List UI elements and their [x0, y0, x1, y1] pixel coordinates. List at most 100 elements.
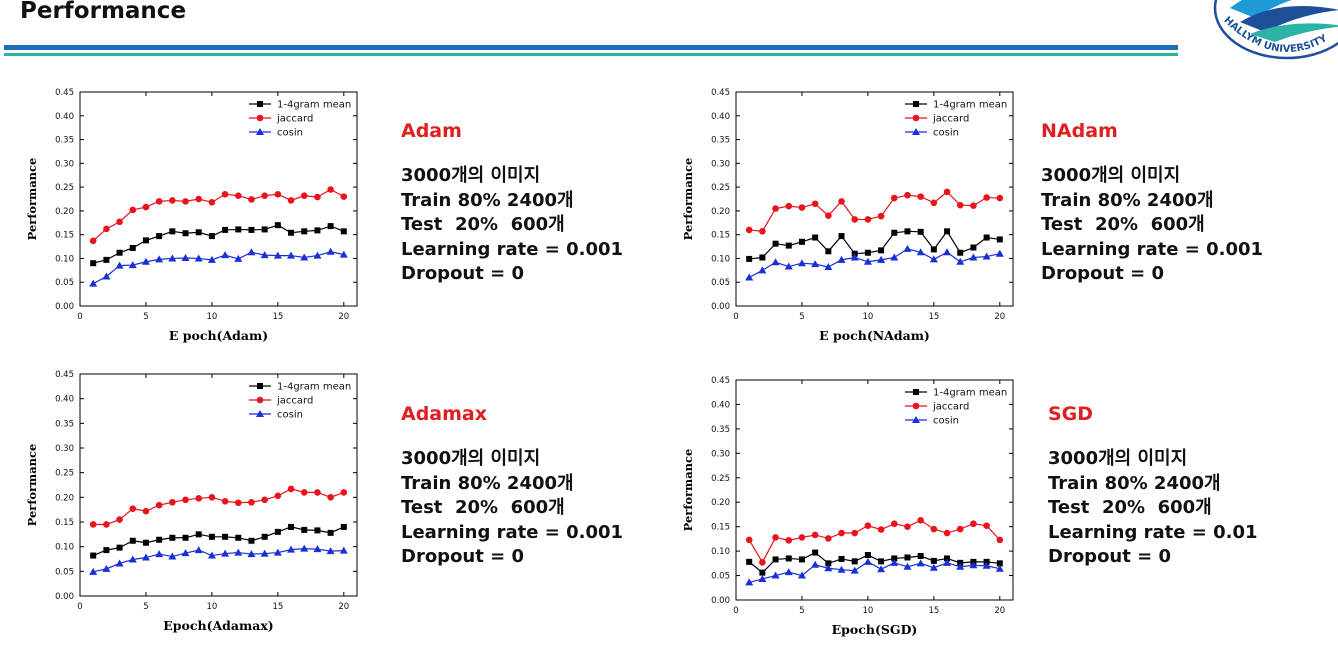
data-point [274, 222, 281, 229]
data-point [314, 527, 321, 534]
data-point [983, 522, 990, 529]
y-tick-label: 0.10 [711, 254, 730, 264]
data-point [812, 234, 819, 241]
y-tick-label: 0.20 [711, 207, 730, 217]
data-point [929, 255, 938, 263]
data-point [169, 498, 176, 506]
data-point [327, 494, 334, 501]
data-point [155, 198, 163, 205]
data-point [141, 553, 150, 561]
y-tick-label: 0.30 [711, 449, 730, 459]
data-point [784, 262, 793, 270]
data-point [327, 223, 334, 230]
y-tick-label: 0.30 [711, 159, 730, 169]
data-point [811, 560, 820, 568]
data-point [825, 212, 832, 219]
data-point [142, 237, 149, 244]
y-tick-label: 0.20 [711, 498, 730, 508]
data-point [300, 253, 309, 261]
data-point [863, 257, 872, 265]
y-tick-label: 0.10 [55, 254, 74, 264]
data-point [221, 497, 229, 505]
data-point [300, 489, 308, 496]
data-point [785, 555, 792, 562]
header-rule-blue [4, 45, 1178, 50]
x-tick-label: 15 [928, 606, 939, 616]
optimizer-title: Adam [401, 120, 462, 142]
optimizer-title: SGD [1048, 403, 1094, 425]
data-point [327, 529, 334, 536]
legend-label: 1-4gram mean [933, 388, 1007, 399]
chart-nadam: 0.00 0.05 0.10 0.15 0.20 0.25 0.30 0.35 0.40 0.45… [680, 88, 1020, 354]
data-point [340, 228, 347, 235]
data-point [995, 249, 1004, 257]
legend-marker [913, 101, 919, 107]
data-point [811, 200, 819, 208]
data-point [129, 537, 136, 544]
info-sgd: SGD 3000개의 이미지 Train 80% 2400개 Test 20% … [1048, 403, 1258, 570]
data-point [772, 534, 779, 541]
data-point [181, 549, 190, 557]
data-point [996, 194, 1004, 202]
data-point [746, 558, 753, 565]
data-point [313, 545, 322, 553]
data-point [182, 534, 189, 541]
data-point [195, 229, 202, 236]
data-point [248, 196, 255, 203]
data-point [917, 553, 924, 559]
data-point [182, 230, 189, 237]
x-tick-label: 10 [862, 606, 873, 616]
data-point [943, 529, 951, 537]
x-tick-label: 15 [272, 312, 283, 322]
data-point [864, 216, 872, 223]
y-tick-label: 0.25 [711, 183, 730, 193]
data-point [759, 228, 766, 235]
y-tick-label: 0.40 [55, 112, 74, 122]
data-point [864, 249, 871, 256]
chart-adam: 0.00 0.05 0.10 0.15 0.20 0.25 0.30 0.35 0.40 0.45… [24, 88, 364, 354]
info-line: 3000개의 이미지 [401, 165, 541, 186]
data-point [863, 557, 872, 565]
data-point [970, 244, 977, 251]
data-point [182, 198, 189, 205]
y-tick-label: 0.15 [55, 231, 74, 241]
info-line: Test 20% 600개 [1048, 497, 1212, 518]
data-point [129, 505, 137, 512]
data-point [115, 261, 124, 269]
data-point [745, 536, 753, 544]
legend-marker [256, 128, 264, 135]
data-point [970, 202, 977, 209]
y-tick-label: 0.45 [711, 376, 730, 386]
info-line: Learning rate = 0.01 [1048, 521, 1258, 543]
data-point [248, 498, 255, 506]
legend-label: cosin [277, 128, 303, 139]
data-point [128, 555, 137, 563]
y-tick-label: 0.40 [55, 395, 74, 405]
data-point [221, 549, 230, 557]
y-tick-label: 0.45 [55, 370, 74, 380]
data-point [825, 560, 832, 567]
data-point [314, 489, 321, 496]
legend-label: cosin [933, 128, 959, 139]
data-point [824, 263, 833, 271]
data-point [141, 257, 150, 265]
data-point [287, 197, 295, 204]
data-point [116, 249, 123, 256]
data-point [759, 559, 766, 566]
university-logo: HALLYM UNIVERSITY [1213, 0, 1338, 60]
data-point [878, 247, 885, 254]
legend-marker [256, 114, 264, 122]
data-point [142, 507, 150, 515]
data-point [89, 279, 98, 287]
chart-adamax: 0.00 0.05 0.10 0.15 0.20 0.25 0.30 0.35 0.40 0.45… [24, 370, 364, 644]
data-point [785, 537, 793, 544]
data-point [930, 246, 937, 253]
info-line: Test 20% 600개 [1041, 214, 1205, 235]
legend-label: jaccard [932, 114, 969, 125]
data-point [287, 485, 295, 493]
y-tick-label: 0.15 [55, 518, 74, 528]
data-point [864, 522, 872, 529]
data-point [837, 255, 846, 263]
data-point [995, 564, 1004, 572]
data-point [301, 228, 308, 235]
